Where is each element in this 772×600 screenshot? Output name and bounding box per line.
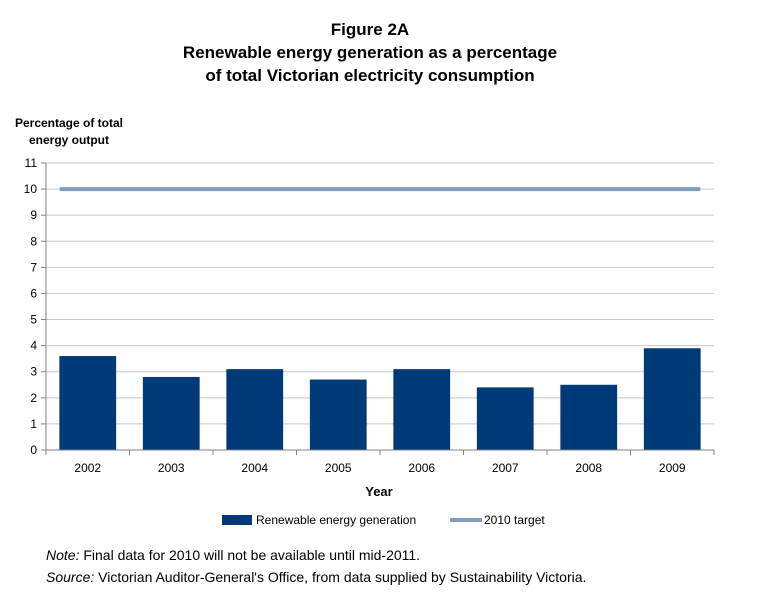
source-label: Source: xyxy=(46,569,95,585)
legend-label-bar: Renewable energy generation xyxy=(256,513,416,527)
y-tick-label: 11 xyxy=(25,156,38,170)
bar-chart: 0 1 2 3 4 5 6 7 8 9 10 11 2002 2003 2004 2005 2006 2007 20… xyxy=(24,156,715,527)
y-tick-label: 1 xyxy=(30,417,37,431)
y-tick-label: 10 xyxy=(24,182,38,196)
y-axis-label-line-1: Percentage of total xyxy=(14,116,124,130)
source-line: Source: Victorian Auditor-General's Offi… xyxy=(46,568,586,586)
axes xyxy=(41,162,715,455)
x-tick-label: 2005 xyxy=(325,461,352,475)
bar xyxy=(393,369,451,450)
tick-labels: 0 1 2 3 4 5 6 7 8 9 10 11 2002 2003 2004 2005 2006 2007 20… xyxy=(24,156,686,475)
chart-title-line-2: of total Victorian electricity consumpti… xyxy=(205,66,535,85)
bar xyxy=(59,356,117,450)
y-tick-label: 5 xyxy=(30,313,37,327)
y-tick-label: 3 xyxy=(30,365,37,379)
x-tick-label: 2007 xyxy=(492,461,519,475)
note-line: Note: Final data for 2010 will not be av… xyxy=(46,546,420,564)
x-tick-label: 2004 xyxy=(241,461,268,475)
legend-swatch-bar xyxy=(222,515,252,525)
bar xyxy=(643,348,701,450)
x-tick-label: 2003 xyxy=(158,461,185,475)
legend: Renewable energy generation 2010 target xyxy=(222,513,545,527)
bar xyxy=(560,384,618,450)
note-text: Final data for 2010 will not be availabl… xyxy=(79,547,421,563)
y-tick-label: 2 xyxy=(30,391,37,405)
note-label: Note: xyxy=(46,547,80,563)
x-tick-label: 2002 xyxy=(74,461,101,475)
x-tick-label: 2006 xyxy=(408,461,435,475)
bar xyxy=(226,369,284,450)
y-tick-label: 7 xyxy=(30,260,37,274)
bar xyxy=(476,387,534,450)
source-text: Victorian Auditor-General's Office, from… xyxy=(94,569,587,585)
y-axis-label-line-2: energy output xyxy=(29,133,109,147)
bar xyxy=(309,379,367,450)
y-tick-label: 4 xyxy=(30,339,37,353)
legend-label-line: 2010 target xyxy=(484,513,545,527)
figure-label: Figure 2A xyxy=(330,20,410,39)
x-tick-label: 2008 xyxy=(575,461,602,475)
y-tick-label: 9 xyxy=(30,208,37,222)
bar xyxy=(142,376,200,450)
x-axis-label: Year xyxy=(365,484,392,499)
y-tick-label: 8 xyxy=(30,234,37,248)
bars xyxy=(59,348,701,450)
x-tick-label: 2009 xyxy=(659,461,686,475)
y-tick-label: 0 xyxy=(30,443,37,457)
y-tick-label: 6 xyxy=(30,286,37,300)
chart-title-line-1: Renewable energy generation as a percent… xyxy=(182,43,558,62)
